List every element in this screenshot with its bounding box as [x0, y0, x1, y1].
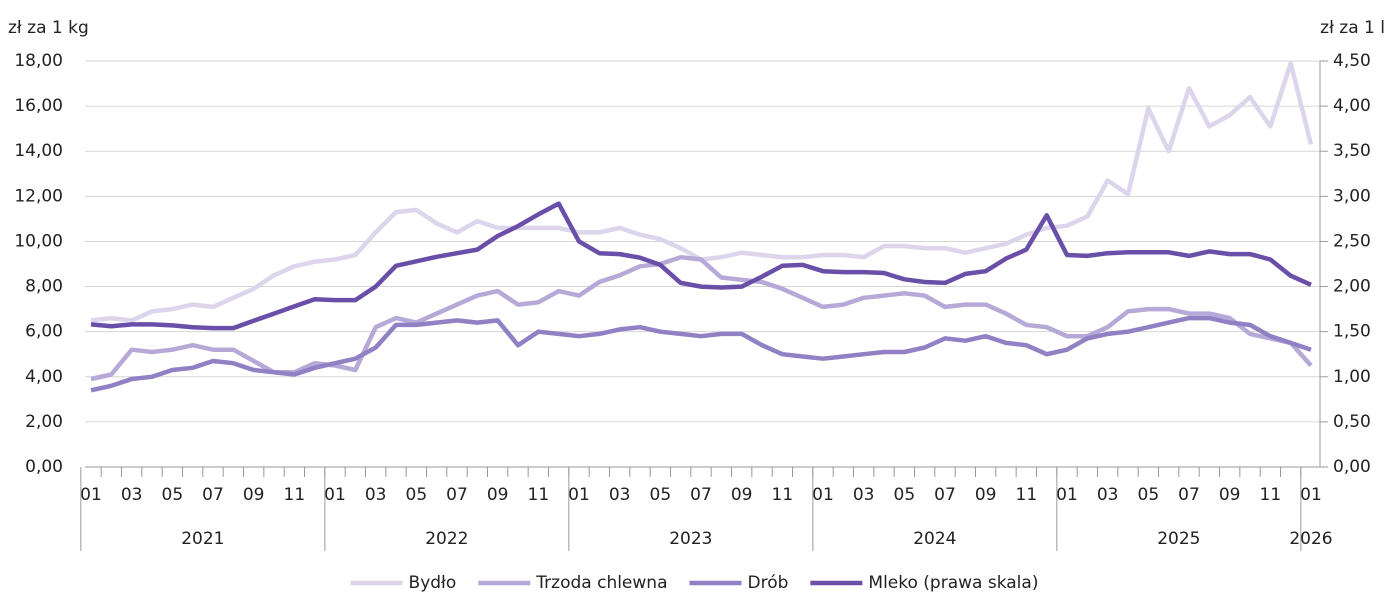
x-tick-label: 03	[1097, 485, 1119, 505]
year-label: 2022	[425, 529, 468, 549]
y2-tick-label: 4,00	[1333, 96, 1371, 116]
year-label: 2026	[1289, 529, 1332, 549]
x-tick-label: 09	[243, 485, 265, 505]
x-tick-label: 09	[731, 485, 753, 505]
y-tick-label: 2,00	[25, 412, 63, 432]
x-tick-label: 05	[406, 485, 428, 505]
y-tick-label: 12,00	[14, 186, 63, 206]
y2-tick-label: 0,00	[1333, 457, 1371, 477]
y-tick-label: 10,00	[14, 231, 63, 251]
x-tick-label: 01	[568, 485, 590, 505]
y2-tick-label: 2,00	[1333, 277, 1371, 297]
x-tick-label: 03	[365, 485, 387, 505]
legend-label: Trzoda chlewna	[535, 573, 667, 593]
x-tick-label: 01	[1300, 485, 1322, 505]
x-tick-label: 05	[650, 485, 672, 505]
x-tick-label: 11	[772, 485, 794, 505]
x-tick-label: 07	[446, 485, 468, 505]
x-tick-label: 03	[121, 485, 143, 505]
legend-label: Drób	[748, 573, 789, 593]
line-series	[90, 201, 1312, 331]
x-tick-label: 11	[528, 485, 550, 505]
y2-tick-label: 3,00	[1333, 186, 1371, 206]
x-tick-label: 05	[162, 485, 184, 505]
x-tick-label: 01	[1056, 485, 1078, 505]
x-tick-label: 07	[202, 485, 224, 505]
x-tick-label: 11	[284, 485, 306, 505]
x-tick-label: 09	[975, 485, 997, 505]
x-tick-label: 03	[609, 485, 631, 505]
y2-axis-label: zł za 1 l	[1320, 18, 1385, 38]
x-tick-label: 09	[1219, 485, 1241, 505]
x-tick-label: 07	[690, 485, 712, 505]
x-tick-label: 05	[1138, 485, 1160, 505]
y2-tick-label: 1,00	[1333, 367, 1371, 387]
y-tick-label: 18,00	[14, 51, 63, 71]
x-tick-label: 03	[853, 485, 875, 505]
y2-tick-label: 1,50	[1333, 322, 1371, 342]
legend-label: Bydło	[409, 573, 457, 593]
y2-tick-label: 2,50	[1333, 231, 1371, 251]
x-tick-label: 01	[812, 485, 834, 505]
x-tick-label: 07	[1178, 485, 1200, 505]
x-tick-label: 01	[324, 485, 346, 505]
x-tick-label: 05	[894, 485, 916, 505]
year-label: 2021	[181, 529, 224, 549]
x-tick-label: 09	[487, 485, 509, 505]
y-tick-label: 6,00	[25, 322, 63, 342]
y2-tick-label: 4,50	[1333, 51, 1371, 71]
y2-tick-label: 3,50	[1333, 141, 1371, 161]
x-tick-label: 11	[1016, 485, 1038, 505]
line-series	[90, 61, 1314, 323]
line-series	[90, 315, 1312, 393]
y-tick-label: 0,00	[25, 457, 63, 477]
y2-tick-label: 0,50	[1333, 412, 1371, 432]
x-tick-label: 01	[80, 485, 102, 505]
x-tick-label: 07	[934, 485, 956, 505]
legend-label: Mleko (prawa skala)	[868, 573, 1038, 593]
y-tick-label: 4,00	[25, 367, 63, 387]
year-label: 2024	[913, 529, 956, 549]
y-tick-label: 14,00	[14, 141, 63, 161]
y-tick-label: 16,00	[14, 96, 63, 116]
y-tick-label: 8,00	[25, 277, 63, 297]
year-label: 2023	[669, 529, 712, 549]
x-tick-label: 11	[1260, 485, 1282, 505]
year-label: 2025	[1157, 529, 1200, 549]
y-axis-label: zł za 1 kg	[8, 18, 89, 38]
